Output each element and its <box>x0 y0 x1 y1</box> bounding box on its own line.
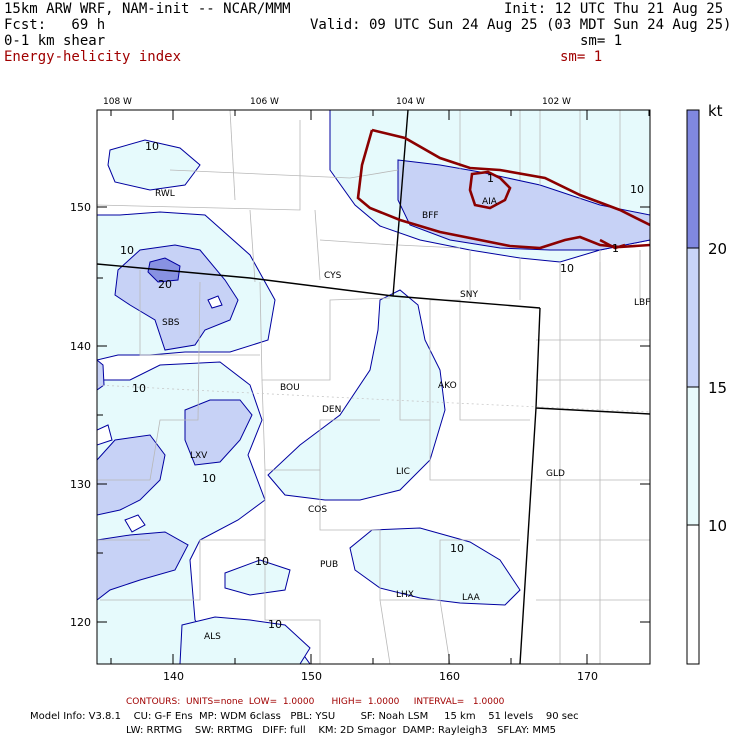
contour-label: 10 <box>145 140 159 153</box>
x-tick-label: 170 <box>577 670 598 683</box>
station-label: PUB <box>320 560 338 570</box>
ehi-contour-label: 1 <box>487 172 494 185</box>
x-tick-label: 140 <box>163 670 184 683</box>
colorbar-label-15: 15 <box>708 379 727 397</box>
y-tick-label: 120 <box>70 616 91 629</box>
x-tick-label: 150 <box>301 670 322 683</box>
station-label: COS <box>308 505 327 515</box>
county-borders <box>97 110 650 664</box>
colorbar <box>686 109 700 665</box>
contour-info: CONTOURS: UNITS=none LOW= 1.0000 HIGH= 1… <box>126 697 505 707</box>
valid-time: Valid: 09 UTC Sun 24 Aug 25 (03 MDT Sun … <box>310 17 732 33</box>
station-label: BOU <box>280 383 300 393</box>
smoothing-ehi: sm= 1 <box>560 49 603 65</box>
contour-label: 20 <box>158 278 172 291</box>
ehi-contour-label: 1 <box>612 242 619 255</box>
station-label: AKO <box>438 381 457 391</box>
state-borders <box>97 110 650 664</box>
colorbar-label-10: 10 <box>708 517 727 535</box>
contour-label: 10 <box>120 244 134 257</box>
colorbar-label-20: 20 <box>708 240 727 258</box>
ehi-contours <box>356 128 650 250</box>
station-label: LIC <box>396 467 410 477</box>
title-model: 15km ARW WRF, NAM-init -- NCAR/MMM <box>4 1 291 17</box>
lon-label-102w: 102 W <box>542 97 571 107</box>
station-label: ALS <box>204 632 221 642</box>
station-label: LHX <box>396 590 414 600</box>
x-tick-label: 160 <box>439 670 460 683</box>
y-tick-label: 140 <box>70 340 91 353</box>
y-tick-label: 130 <box>70 478 91 491</box>
lon-label-106w: 106 W <box>250 97 279 107</box>
field-ehi: Energy-helicity index <box>4 49 182 65</box>
model-info-physics: LW: RRTMG SW: RRTMG DIFF: full KM: 2D Sm… <box>126 725 556 736</box>
contour-label: 10 <box>255 555 269 568</box>
forecast-hour: Fcst: 69 h <box>4 17 106 33</box>
station-label: LAA <box>462 593 481 603</box>
smoothing-shear: sm= 1 <box>580 33 623 49</box>
station-label: LXV <box>190 451 208 461</box>
station-label: SBS <box>162 318 180 328</box>
lat-label-38: 38 N <box>658 609 679 619</box>
contour-label: 10 <box>630 183 644 196</box>
y-tick-label: 150 <box>70 201 91 214</box>
contour-label: 10 <box>132 382 146 395</box>
station-label: SNY <box>460 290 478 300</box>
station-label: CYS <box>324 271 342 281</box>
station-label: DEN <box>322 405 341 415</box>
station-label: LBF <box>634 298 650 308</box>
shear-holes <box>97 295 223 533</box>
field-shear: 0-1 km shear <box>4 33 106 49</box>
station-label: BFF <box>422 211 439 221</box>
init-time: Init: 12 UTC Thu 21 Aug 25 <box>504 1 724 17</box>
contour-label: 10 <box>202 472 216 485</box>
contour-label: 10 <box>560 262 574 275</box>
lat-label-42: 42 N <box>658 211 679 221</box>
station-label: AIA <box>482 197 498 207</box>
contour-label: 10 <box>268 618 282 631</box>
frame-ticks <box>97 110 650 664</box>
lat-label-40: 40 N <box>658 411 679 421</box>
colorbar-unit: kt <box>708 102 723 120</box>
station-label: GLD <box>546 469 565 479</box>
lon-label-108w: 108 W <box>103 97 132 107</box>
contour-label: 10 <box>450 542 464 555</box>
model-info: Model Info: V3.8.1 CU: G-F Ens MP: WDM 6… <box>30 711 579 722</box>
lat-lon-grid <box>97 384 650 413</box>
station-label: RWL <box>155 189 175 199</box>
lon-label-104w: 104 W <box>396 97 425 107</box>
map-plot-area: 10 10 20 10 10 10 10 10 10 10 1 1 RWL BF… <box>97 110 679 664</box>
